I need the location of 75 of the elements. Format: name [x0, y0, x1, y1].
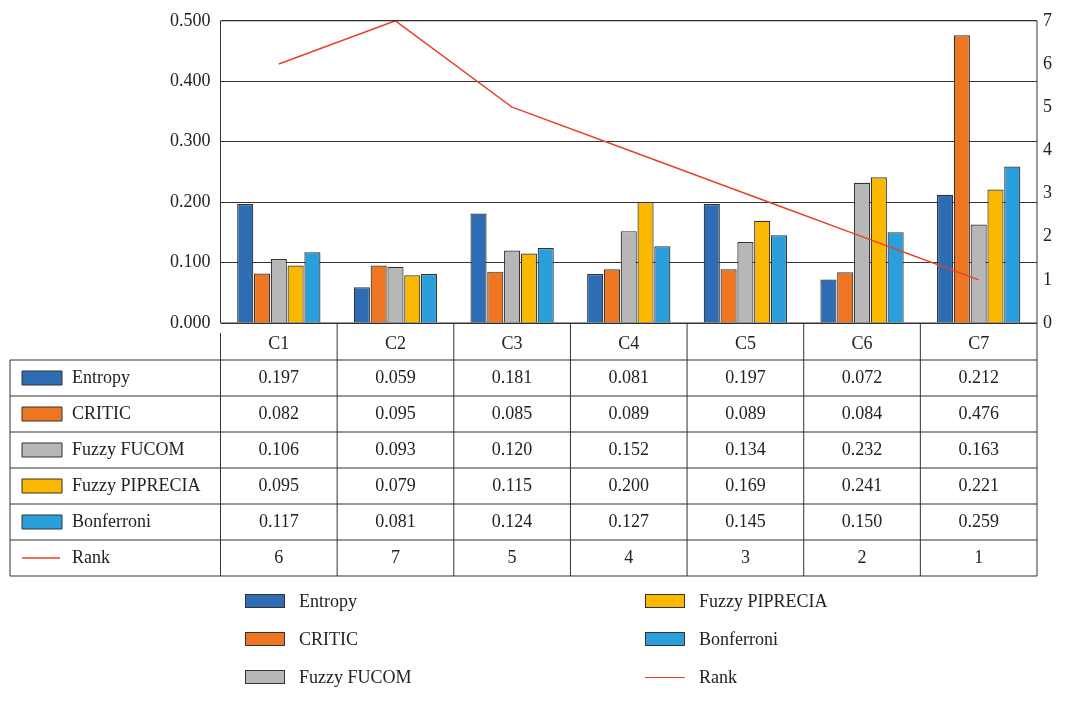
data-label: 0.197: [725, 366, 766, 387]
legend-label: CRITIC: [72, 402, 132, 423]
data-label: 0.127: [608, 510, 649, 531]
text: Fuzzy PIPRECIA: [699, 590, 828, 611]
y-tick-label: 0.500: [170, 9, 211, 30]
data-label: 1: [974, 546, 984, 567]
y2-tick-label: 6: [1043, 52, 1052, 73]
text: Entropy: [299, 590, 357, 611]
x-tick-label: C2: [384, 332, 406, 353]
data-label: 0.089: [608, 402, 649, 423]
data-label: 0.072: [841, 366, 883, 387]
data-label: 0.117: [258, 510, 299, 531]
text: Rank: [699, 666, 737, 687]
data-label: 0.120: [491, 438, 533, 459]
y2-tick-label: 3: [1043, 182, 1052, 203]
data-label: 0.152: [608, 438, 649, 459]
x-tick-label: C6: [851, 332, 873, 353]
legend-label: Bonferroni: [72, 510, 151, 531]
data-label: 0.134: [725, 438, 766, 459]
data-label: 0.059: [375, 366, 416, 387]
data-label: 0.232: [841, 438, 883, 459]
data-label: 0.095: [258, 474, 300, 495]
data-label: 0.181: [491, 366, 533, 387]
y2-tick-label: 4: [1043, 139, 1052, 160]
legend-label: Fuzzy FUCOM: [72, 438, 185, 459]
y-tick-label: 0.200: [170, 190, 211, 211]
data-label: 0.093: [375, 438, 416, 459]
text: CRITIC: [299, 628, 359, 649]
legend-label: Fuzzy PIPRECIA: [72, 474, 201, 495]
data-label: 0.163: [958, 438, 999, 459]
data-label: 7: [390, 546, 400, 567]
data-label: 6: [274, 546, 284, 567]
data-label: 2: [857, 546, 867, 567]
x-tick-label: C3: [501, 332, 523, 353]
y-tick-label: 0.100: [170, 251, 211, 272]
x-tick-label: C1: [268, 332, 290, 353]
data-label: 0.197: [258, 366, 300, 387]
data-label: 0.081: [375, 510, 416, 531]
data-label: 0.082: [258, 402, 300, 423]
data-label: 3: [740, 546, 750, 567]
data-label: 0.081: [608, 366, 649, 387]
data-label: 0.200: [608, 474, 649, 495]
data-label: 4: [624, 546, 634, 567]
y-tick-label: 0.000: [170, 311, 211, 332]
data-label: 0.221: [958, 474, 999, 495]
data-label: 0.115: [492, 474, 533, 495]
data-label: 0.124: [491, 510, 533, 531]
data-label: 5: [507, 546, 517, 567]
x-tick-label: C4: [618, 332, 640, 353]
x-tick-label: C5: [734, 332, 756, 353]
legend-label: Rank: [72, 546, 110, 567]
legend-label: Entropy: [72, 366, 130, 387]
text: Fuzzy FUCOM: [299, 666, 412, 687]
data-label: 0.106: [258, 438, 300, 459]
y2-tick-label: 7: [1043, 9, 1052, 30]
y2-tick-label: 5: [1043, 95, 1052, 116]
y2-tick-label: 0: [1043, 311, 1052, 332]
data-label: 0.259: [958, 510, 999, 531]
data-label: 0.241: [841, 474, 883, 495]
data-label: 0.212: [958, 366, 999, 387]
data-label: 0.145: [725, 510, 766, 531]
text: Bonferroni: [699, 628, 778, 649]
data-label: 0.150: [841, 510, 883, 531]
data-label: 0.169: [725, 474, 766, 495]
y2-tick-label: 1: [1043, 268, 1052, 289]
data-label: 0.084: [841, 402, 883, 423]
data-label: 0.089: [725, 402, 766, 423]
data-label: 0.079: [375, 474, 416, 495]
y-tick-label: 0.300: [170, 130, 211, 151]
data-label: 0.095: [375, 402, 416, 423]
data-label: 0.476: [958, 402, 999, 423]
x-tick-label: C7: [968, 332, 990, 353]
y2-tick-label: 2: [1043, 225, 1052, 246]
data-label: 0.085: [491, 402, 533, 423]
y-tick-label: 0.400: [170, 69, 211, 90]
